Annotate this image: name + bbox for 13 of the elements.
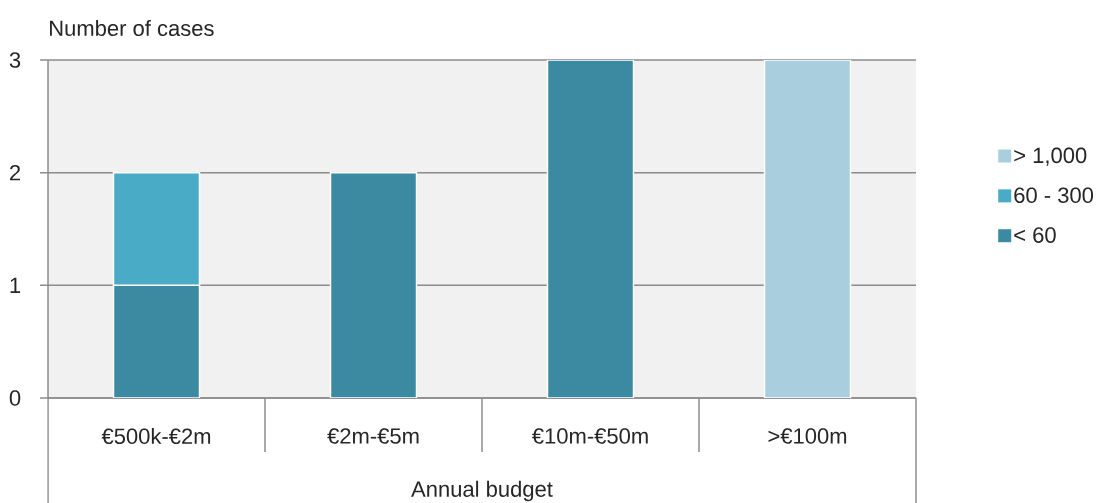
legend-label: > 1,000 [1014, 147, 1087, 166]
y-tick-label: 3 [9, 52, 21, 68]
x-axis-title: Annual budget [411, 480, 553, 502]
legend-label: < 60 [1014, 227, 1056, 243]
y-tick-label: 1 [10, 277, 21, 293]
y-tick-label: 0 [9, 390, 21, 406]
x-tick-label: €10m-€50m [531, 428, 648, 444]
x-tick-label: >€100m [768, 428, 847, 444]
x-tick-label: €500k-€2m [101, 427, 211, 445]
y-tick-label: 2 [10, 164, 21, 181]
x-tick-label: €2m-€5m [327, 428, 419, 444]
y-axis-title: Number of cases [50, 19, 214, 37]
legend-label: 60 - 300 [1014, 187, 1094, 204]
